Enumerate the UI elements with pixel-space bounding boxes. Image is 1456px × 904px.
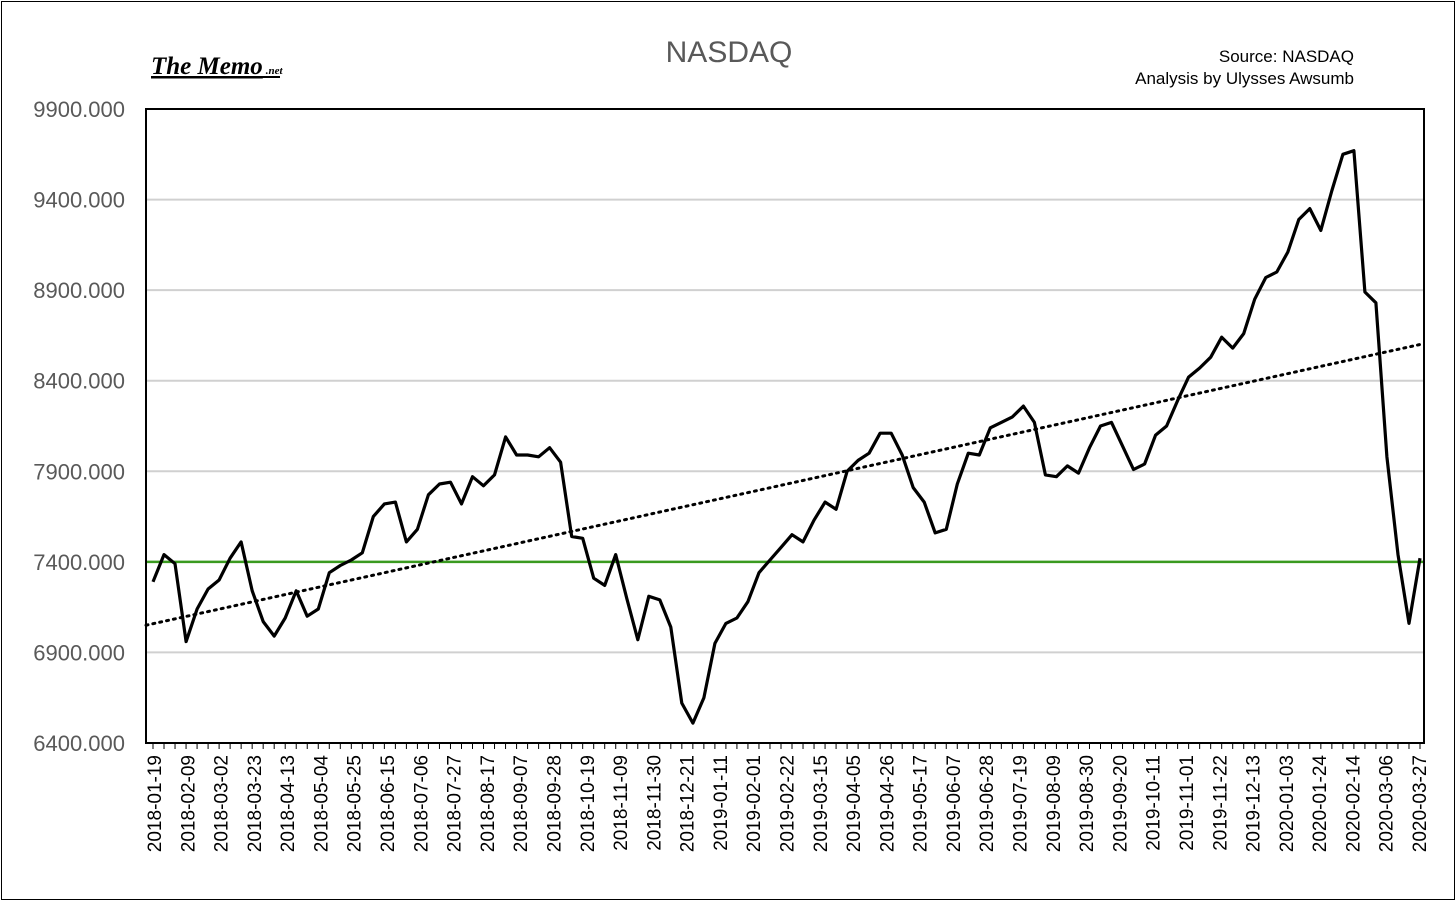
x-tick-label: 2020-03-06: [1377, 755, 1398, 852]
x-tick-label: 2019-10-11: [1144, 755, 1165, 851]
y-tick-label: 8900.000: [33, 278, 125, 303]
x-tick-label: 2019-03-15: [811, 755, 832, 852]
x-tick-label: 2020-02-14: [1343, 755, 1364, 853]
x-tick-label: 2018-10-19: [578, 755, 599, 852]
x-tick-label: 2019-04-05: [844, 755, 865, 852]
x-tick-label: 2018-03-23: [245, 755, 266, 852]
x-tick-label: 2018-04-13: [278, 755, 299, 852]
x-tick-label: 2019-02-01: [744, 755, 765, 852]
y-tick-label: 6400.000: [33, 731, 125, 756]
logo: The Memo .net: [151, 53, 284, 80]
x-tick-label: 2018-07-06: [411, 755, 432, 852]
x-tick-label: 2019-02-22: [778, 755, 799, 852]
y-tick-label: 7400.000: [33, 550, 125, 575]
x-tick-label: 2018-08-17: [478, 755, 499, 852]
x-tick-label: 2019-11-22: [1210, 755, 1231, 851]
x-tick-label: 2018-02-09: [178, 755, 199, 852]
x-tick-label: 2019-07-19: [1011, 755, 1032, 852]
y-tick-label: 6900.000: [33, 640, 125, 665]
x-tick-label: 2019-08-30: [1077, 755, 1098, 852]
x-tick-label: 2020-01-24: [1310, 755, 1331, 853]
series-line: [151, 149, 1422, 725]
source-line-2: Analysis by Ulysses Awsumb: [1135, 69, 1354, 88]
x-tick-label: 2019-04-26: [877, 755, 898, 852]
x-tick-label: 2020-03-27: [1410, 755, 1431, 852]
x-tick-label: 2019-09-20: [1110, 755, 1131, 852]
x-tick-label: 2018-07-27: [445, 755, 466, 852]
y-tick-label: 9900.000: [33, 97, 125, 122]
x-tick-label: 2020-01-03: [1277, 755, 1298, 852]
logo-suffix: .net: [266, 65, 284, 77]
x-tick-label: 2018-06-15: [378, 755, 399, 852]
x-tick-label: 2019-06-28: [977, 755, 998, 852]
x-tick-label: 2019-01-11: [711, 755, 732, 851]
chart-title: NASDAQ: [666, 36, 793, 69]
plot-area-border: [145, 108, 1425, 744]
x-tick-label: 2018-05-04: [311, 755, 332, 853]
x-tick-label: 2019-11-01: [1177, 755, 1198, 851]
x-tick-label: 2018-05-25: [345, 755, 366, 852]
y-tick-labels: 6400.000 6900.000 7400.000 7900.000 8400.000…: [33, 97, 125, 756]
x-tick-labels: 2018-01-19 2018-02-09 2018-03-02 2018-03-23…: [145, 755, 1431, 853]
y-tick-label: 9400.000: [33, 188, 125, 213]
x-tick-label: 2018-09-07: [511, 755, 532, 852]
x-tick-label: 2019-12-13: [1244, 755, 1265, 852]
x-tick-label: 2018-01-19: [145, 755, 166, 852]
y-tick-label: 8400.000: [33, 369, 125, 394]
x-tick-label: 2018-11-30: [644, 755, 665, 851]
x-tick-label: 2018-12-21: [678, 755, 699, 852]
x-tick-label: 2019-08-09: [1044, 755, 1065, 852]
x-tick-label: 2018-11-09: [611, 755, 632, 851]
source-line-1: Source: NASDAQ: [1219, 47, 1354, 66]
x-tick-label: 2019-06-07: [944, 755, 965, 852]
logo-main: The Memo: [151, 53, 263, 80]
x-tick-label: 2018-03-02: [212, 755, 233, 852]
x-tick-label: 2019-05-17: [911, 755, 932, 852]
y-tick-label: 7900.000: [33, 459, 125, 484]
x-tick-label: 2018-09-28: [544, 755, 565, 852]
trend-line: [144, 342, 1422, 627]
